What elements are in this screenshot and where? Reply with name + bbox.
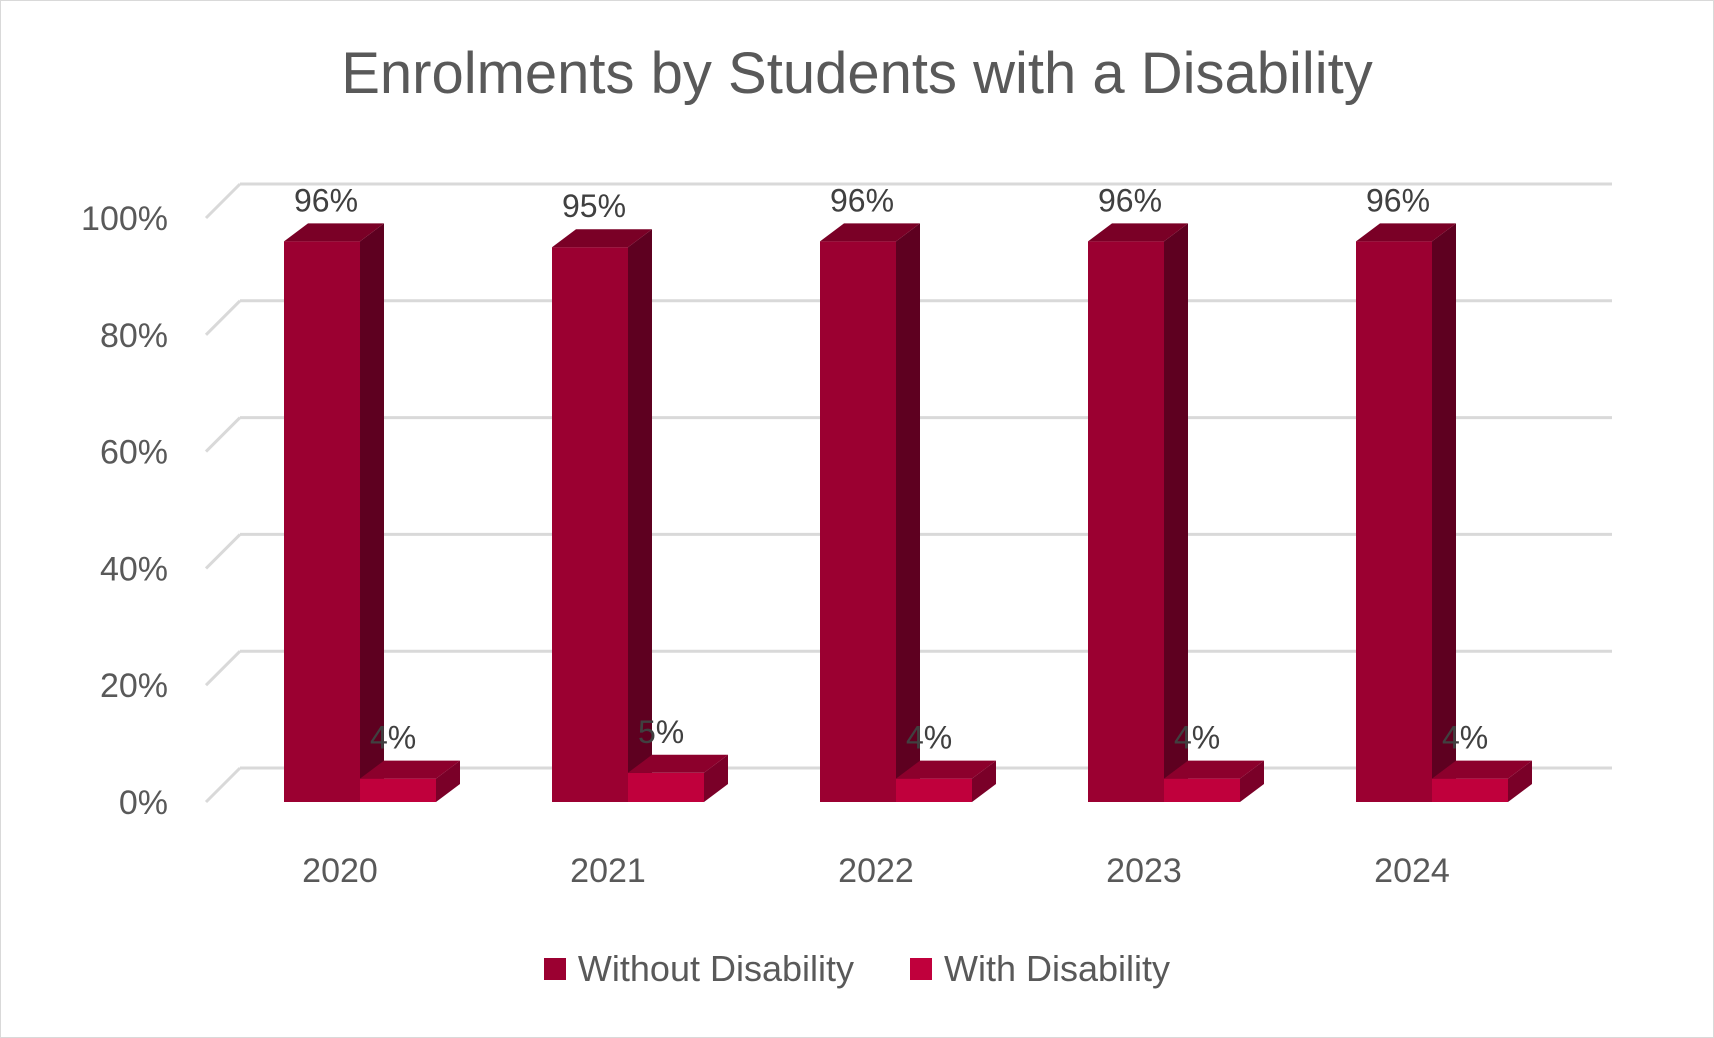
bar-with-2020	[360, 778, 436, 802]
bar-side-with-2020	[436, 760, 460, 802]
bar-top-with-2020	[360, 760, 460, 779]
bar-with-2021	[628, 772, 704, 802]
legend-swatch-without-disability	[543, 958, 566, 980]
bar-without-2020	[284, 241, 360, 803]
bar-side-without-2023	[1164, 223, 1188, 803]
bar-with-2023	[1164, 778, 1240, 802]
y-tick-label: 80%	[100, 317, 168, 355]
bar-side-with-2021	[704, 754, 728, 802]
data-label: 96%	[1098, 182, 1162, 218]
legend-swatch-with-disability	[910, 958, 933, 980]
y-tick-label: 20%	[100, 667, 168, 705]
y-tick-label: 40%	[100, 550, 168, 588]
bar-side-with-2024	[1508, 760, 1532, 802]
gridline-depth	[204, 766, 242, 804]
x-tick-label: 2024	[1374, 852, 1450, 890]
bar-top-with-2024	[1432, 760, 1532, 779]
bar-top-without-2024	[1356, 223, 1456, 242]
gridline-depth	[204, 416, 242, 453]
data-label: 4%	[1174, 720, 1220, 756]
bar-without-2023	[1088, 241, 1164, 803]
data-label: 4%	[370, 720, 416, 756]
x-tick-label: 2023	[1106, 852, 1182, 890]
chart-legend: Without Disability With Disability	[0, 948, 1714, 990]
gridline-depth	[204, 533, 242, 570]
bar-with-2024	[1432, 778, 1508, 802]
bar-top-without-2023	[1088, 223, 1188, 242]
bar-top-without-2020	[284, 223, 384, 242]
gridline-depth	[204, 650, 242, 687]
data-label: 96%	[830, 182, 894, 218]
x-tick-label: 2020	[302, 852, 378, 890]
legend-item-with-disability: With Disability	[910, 948, 1170, 990]
chart-title: Enrolments by Students with a Disability	[341, 41, 1373, 106]
bar-side-without-2020	[360, 223, 384, 803]
data-label: 96%	[294, 182, 358, 218]
legend-label-without-disability: Without Disability	[577, 948, 855, 989]
legend-label-with-disability: With Disability	[944, 948, 1171, 989]
y-tick-label: 0%	[119, 784, 168, 822]
bar-top-with-2022	[896, 760, 996, 779]
legend-item-without-disability: Without Disability	[543, 948, 855, 990]
gridline-depth	[204, 299, 242, 336]
data-label: 5%	[638, 714, 684, 750]
x-tick-label: 2022	[838, 852, 914, 890]
y-tick-label: 60%	[100, 434, 168, 472]
data-label: 4%	[1442, 720, 1488, 756]
bar-without-2024	[1356, 241, 1432, 803]
bar-top-without-2021	[552, 229, 652, 248]
bar-side-with-2022	[972, 760, 996, 802]
bar-top-with-2021	[628, 754, 728, 773]
bar-top-with-2023	[1164, 760, 1264, 779]
gridline-depth	[204, 182, 242, 220]
bar-with-2022	[896, 778, 972, 802]
data-label: 4%	[906, 720, 952, 756]
bar-without-2021	[552, 247, 628, 802]
bar-side-without-2024	[1432, 223, 1456, 803]
bar-side-with-2023	[1240, 760, 1264, 802]
bar-side-without-2022	[896, 223, 920, 803]
data-label: 96%	[1366, 182, 1430, 218]
bar-side-without-2021	[628, 229, 652, 802]
bar-without-2022	[820, 241, 896, 803]
bar-top-without-2022	[820, 223, 920, 242]
y-tick-label: 100%	[81, 200, 168, 238]
x-tick-label: 2021	[570, 852, 646, 890]
data-label: 95%	[562, 188, 626, 224]
